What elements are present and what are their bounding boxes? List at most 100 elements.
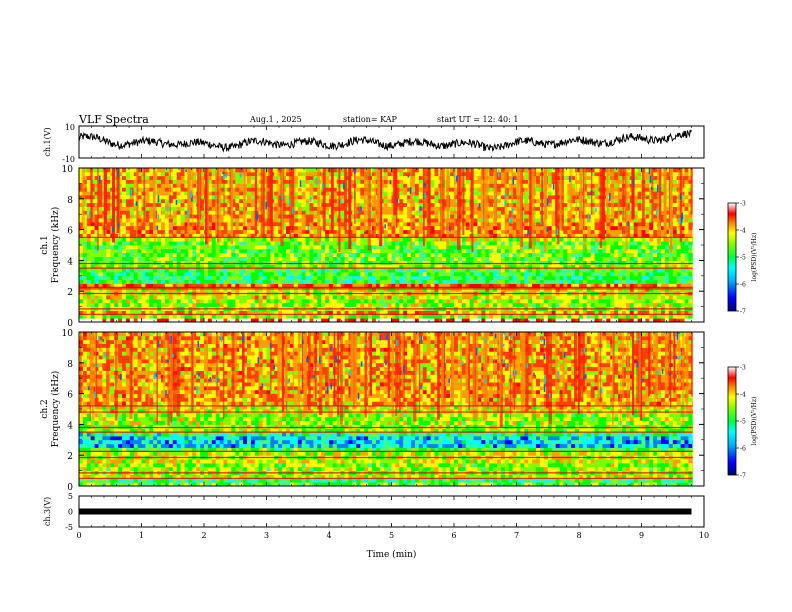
spectrogram-cell	[122, 268, 127, 273]
spectrogram-cell	[149, 287, 154, 292]
spectrogram-cell	[157, 275, 162, 281]
spectrogram-cell	[469, 298, 474, 304]
spectrogram-cell	[247, 225, 252, 231]
spectrogram-cell	[180, 279, 185, 284]
spectrogram-cell	[204, 252, 209, 257]
spectrogram-cell	[106, 248, 111, 254]
spectrogram-cell	[125, 275, 131, 281]
spectrogram-cell	[454, 233, 459, 238]
spectrogram-cell	[649, 245, 654, 250]
spectrogram-cell	[188, 245, 193, 250]
spectrogram-cell	[372, 206, 377, 211]
spectrogram-cell	[188, 229, 193, 234]
spectrogram-cell	[278, 314, 283, 319]
spectrogram-cell	[618, 218, 623, 223]
spectrogram-cell	[200, 221, 205, 227]
spectrogram-cell	[79, 233, 84, 238]
spectrogram-cell	[364, 241, 369, 246]
spectrogram-cell	[625, 206, 631, 211]
spectrogram-cell	[176, 310, 181, 315]
spectrogram-cell	[82, 295, 88, 300]
spectrogram-cell	[98, 210, 103, 215]
spectrogram-cell	[305, 283, 310, 288]
spectrogram-cell	[504, 271, 510, 277]
spectrogram-cell	[614, 237, 619, 242]
spectrogram-cell	[497, 214, 502, 219]
spectrogram-cell	[332, 225, 338, 231]
spectrogram-cell	[82, 248, 88, 254]
spectrogram-cell	[547, 279, 553, 284]
start-time-label: start UT = 12: 40: 1	[437, 115, 519, 124]
spectrogram-cell	[176, 298, 181, 304]
spectrogram-cell	[414, 206, 420, 211]
spectrogram-cell	[434, 256, 439, 261]
spectrogram-cell	[395, 218, 400, 223]
spectrogram-cell	[340, 214, 345, 219]
spectrogram-cell	[387, 298, 392, 304]
spectrogram-cell	[141, 295, 146, 300]
spectrogram-cell	[676, 233, 681, 238]
spectrogram-cell	[122, 218, 127, 223]
spectrogram-cell	[250, 283, 256, 288]
spectrogram-cell	[176, 221, 181, 227]
spectrogram-cell	[98, 229, 103, 234]
spectrogram-cell	[641, 237, 646, 242]
spectrogram-cell	[434, 237, 439, 242]
spectrogram-cell	[414, 233, 420, 238]
spectrogram-cell	[258, 271, 263, 277]
spectrogram-cell	[286, 214, 291, 219]
spectrogram-cell	[383, 318, 388, 323]
spectrogram-cell	[164, 241, 170, 246]
spectrogram-cell	[446, 283, 451, 288]
spectrogram-cell	[418, 260, 424, 265]
spectrogram-cell	[356, 302, 361, 308]
spectrogram-cell	[387, 264, 392, 269]
spectrogram-cell	[192, 218, 197, 223]
spectrogram-cell	[407, 245, 412, 250]
spectrogram-cell	[633, 260, 638, 265]
spectrogram-cell	[82, 264, 88, 269]
spectrogram-cell	[391, 221, 396, 227]
spectrogram-cell	[430, 252, 435, 257]
spectrogram-cell	[493, 279, 498, 284]
spectrogram-cell	[633, 229, 638, 234]
spectrogram-cell	[219, 210, 224, 215]
spectrogram-cell	[227, 268, 232, 273]
spectrogram-cell	[340, 233, 345, 238]
spectrogram-cell	[153, 260, 158, 265]
spectrogram-cell	[649, 283, 654, 288]
spectrogram-cell	[387, 229, 392, 234]
spectrogram-cell	[407, 206, 412, 211]
spectrogram-cell	[403, 302, 408, 308]
spectrogram-cell	[399, 268, 404, 273]
spectrogram-cell	[352, 268, 357, 273]
spectrogram-cell	[411, 264, 416, 269]
spectrogram-cell	[465, 268, 470, 273]
spectrogram-cell	[297, 298, 303, 304]
spectrogram-cell	[379, 245, 385, 250]
spectrogram-cell	[528, 275, 533, 281]
spectrogram-cell	[145, 210, 150, 215]
spectrogram-cell	[379, 260, 385, 265]
spectrogram-cell	[575, 252, 580, 257]
spectrogram-cell	[430, 218, 435, 223]
spectrogram-cell	[473, 260, 478, 265]
spectrogram-cell	[602, 295, 607, 300]
spectrogram-cell	[161, 206, 166, 211]
spectrogram-cell	[125, 245, 131, 250]
spectrogram-cell	[243, 225, 248, 231]
spectrogram-cell	[262, 318, 267, 323]
spectrogram-cell	[239, 283, 244, 288]
spectrogram-cell	[465, 318, 470, 323]
spectrogram-cell	[239, 256, 244, 261]
spectrogram-cell	[649, 252, 654, 257]
spectrogram-cell	[149, 302, 154, 308]
spectrogram-cell	[239, 271, 244, 277]
spectrogram-cell	[309, 256, 314, 261]
spectrogram-cell	[149, 314, 154, 319]
spectrogram-cell	[614, 260, 619, 265]
spectrogram-cell	[164, 302, 170, 308]
spectrogram-cell	[625, 310, 631, 315]
spectrogram-cell	[188, 256, 193, 261]
spectrogram-cell	[247, 256, 252, 261]
